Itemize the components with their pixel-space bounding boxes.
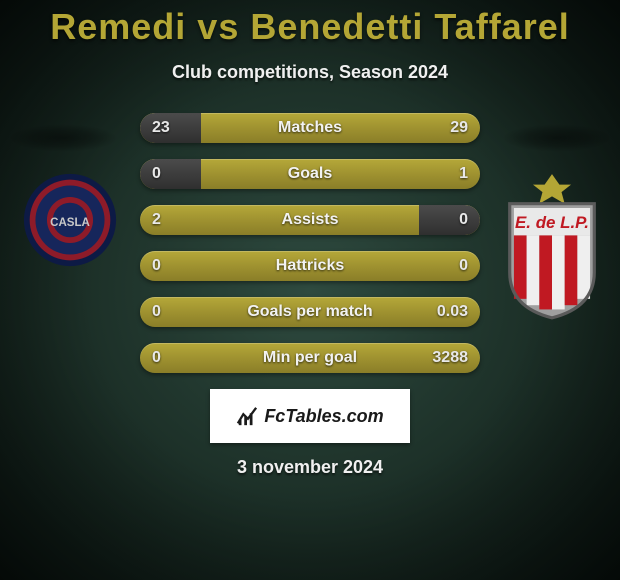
stat-bar: 0 Goals 1 <box>140 159 480 189</box>
stat-bars: 23 Matches 29 0 Goals 1 2 Assists 0 0 Hattricks 0 0 G… <box>140 113 480 373</box>
stat-bar: 0 Hattricks 0 <box>140 251 480 281</box>
chart-icon <box>236 405 258 427</box>
stat-bar: 23 Matches 29 <box>140 113 480 143</box>
brand-box: FcTables.com <box>210 389 410 443</box>
stat-label: Assists <box>282 211 339 229</box>
svg-text:E. de L.P.: E. de L.P. <box>515 213 589 232</box>
stat-value-right: 3288 <box>432 349 468 367</box>
stat-label: Goals per match <box>247 303 372 321</box>
stat-label: Min per goal <box>263 349 357 367</box>
bar-fill-right <box>419 205 480 235</box>
estudiantes-icon: E. de L.P. <box>498 172 606 320</box>
stat-bar: 0 Min per goal 3288 <box>140 343 480 373</box>
brand-text: FcTables.com <box>264 406 383 427</box>
stat-label: Matches <box>278 119 342 137</box>
content-wrapper: Remedi vs Benedetti Taffarel Club compet… <box>0 0 620 478</box>
team-logo-left: CASLA <box>22 172 118 273</box>
shadow-right <box>502 124 612 152</box>
date-text: 3 november 2024 <box>0 457 620 478</box>
stat-value-left: 0 <box>152 303 161 321</box>
stat-bar: 2 Assists 0 <box>140 205 480 235</box>
stat-value-right: 0 <box>459 257 468 275</box>
stat-value-left: 0 <box>152 165 161 183</box>
stat-label: Hattricks <box>276 257 344 275</box>
stat-value-right: 0 <box>459 211 468 229</box>
stat-value-left: 0 <box>152 257 161 275</box>
svg-text:CASLA: CASLA <box>50 217 90 229</box>
stat-value-right: 1 <box>459 165 468 183</box>
subtitle: Club competitions, Season 2024 <box>0 62 620 83</box>
stat-label: Goals <box>288 165 332 183</box>
shadow-left <box>8 124 118 152</box>
team-logo-right: E. de L.P. <box>498 172 606 325</box>
page-title: Remedi vs Benedetti Taffarel <box>0 0 620 48</box>
stat-value-right: 29 <box>450 119 468 137</box>
bar-fill-left <box>140 159 201 189</box>
stat-value-right: 0.03 <box>437 303 468 321</box>
stat-value-left: 2 <box>152 211 161 229</box>
bar-fill-left <box>140 113 201 143</box>
stat-bar: 0 Goals per match 0.03 <box>140 297 480 327</box>
san-lorenzo-icon: CASLA <box>22 172 118 268</box>
stat-value-left: 23 <box>152 119 170 137</box>
stat-value-left: 0 <box>152 349 161 367</box>
